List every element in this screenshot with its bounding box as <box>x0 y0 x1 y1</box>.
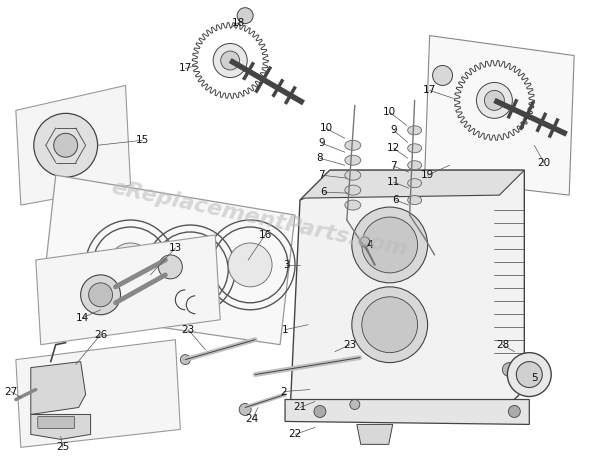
Polygon shape <box>31 362 86 414</box>
Text: 2: 2 <box>281 386 287 397</box>
Text: 6: 6 <box>320 187 327 197</box>
Text: 5: 5 <box>531 372 537 383</box>
Ellipse shape <box>408 161 422 170</box>
Text: 19: 19 <box>421 170 434 180</box>
Polygon shape <box>290 170 525 419</box>
Circle shape <box>228 243 272 287</box>
Text: 11: 11 <box>387 177 401 187</box>
Polygon shape <box>300 170 525 200</box>
Circle shape <box>109 243 152 287</box>
Circle shape <box>432 66 453 86</box>
Circle shape <box>314 405 326 418</box>
Ellipse shape <box>408 126 422 135</box>
Ellipse shape <box>345 185 361 195</box>
Text: 1: 1 <box>281 325 289 335</box>
Text: 18: 18 <box>231 18 245 27</box>
Text: 3: 3 <box>283 260 289 270</box>
Circle shape <box>81 275 120 315</box>
Circle shape <box>158 255 182 279</box>
Circle shape <box>477 82 512 118</box>
Text: 23: 23 <box>182 325 195 335</box>
Text: 14: 14 <box>76 313 89 323</box>
Polygon shape <box>36 235 220 345</box>
Circle shape <box>502 363 516 377</box>
Polygon shape <box>425 36 574 195</box>
FancyBboxPatch shape <box>38 417 75 428</box>
Text: 28: 28 <box>496 339 509 350</box>
Text: 13: 13 <box>169 243 182 253</box>
Text: 25: 25 <box>56 442 69 452</box>
Polygon shape <box>16 86 130 205</box>
Polygon shape <box>41 175 295 345</box>
Text: eReplacementParts.com: eReplacementParts.com <box>110 177 410 260</box>
Text: 8: 8 <box>317 153 323 163</box>
Circle shape <box>360 237 370 247</box>
Text: 17: 17 <box>179 64 192 73</box>
Circle shape <box>221 51 240 70</box>
Circle shape <box>509 405 520 418</box>
Text: 26: 26 <box>94 330 107 340</box>
Circle shape <box>168 248 212 292</box>
Circle shape <box>213 43 247 78</box>
Polygon shape <box>31 414 91 439</box>
Circle shape <box>352 287 428 363</box>
Polygon shape <box>285 399 529 425</box>
Ellipse shape <box>408 179 422 188</box>
Text: 17: 17 <box>423 86 436 95</box>
Circle shape <box>484 90 504 110</box>
Circle shape <box>239 404 251 415</box>
Text: 9: 9 <box>391 125 397 135</box>
Circle shape <box>88 283 113 307</box>
Ellipse shape <box>345 170 361 180</box>
Text: 27: 27 <box>4 386 18 397</box>
Ellipse shape <box>408 144 422 153</box>
Text: 10: 10 <box>319 123 333 133</box>
Text: 21: 21 <box>293 403 307 412</box>
Text: 15: 15 <box>136 135 149 145</box>
Circle shape <box>352 207 428 283</box>
Circle shape <box>54 133 78 157</box>
Circle shape <box>516 362 542 387</box>
Circle shape <box>34 113 97 177</box>
Polygon shape <box>357 425 393 445</box>
Text: 6: 6 <box>392 195 399 205</box>
Text: 23: 23 <box>343 339 356 350</box>
Polygon shape <box>16 339 181 447</box>
Text: 9: 9 <box>319 138 325 148</box>
Text: 4: 4 <box>366 240 373 250</box>
Circle shape <box>507 352 551 397</box>
Text: 7: 7 <box>391 161 397 171</box>
Text: 10: 10 <box>383 107 396 117</box>
Ellipse shape <box>345 140 361 150</box>
Circle shape <box>181 355 191 365</box>
Circle shape <box>362 217 418 273</box>
Text: 22: 22 <box>289 429 301 439</box>
Text: 16: 16 <box>258 230 272 240</box>
Ellipse shape <box>345 155 361 165</box>
Text: 24: 24 <box>245 414 259 425</box>
Circle shape <box>362 297 418 352</box>
Text: 7: 7 <box>319 170 325 180</box>
FancyBboxPatch shape <box>61 179 71 199</box>
Ellipse shape <box>408 196 422 205</box>
Circle shape <box>237 8 253 24</box>
Ellipse shape <box>345 200 361 210</box>
Text: 12: 12 <box>387 143 401 153</box>
Text: 20: 20 <box>537 158 551 168</box>
Circle shape <box>350 399 360 410</box>
